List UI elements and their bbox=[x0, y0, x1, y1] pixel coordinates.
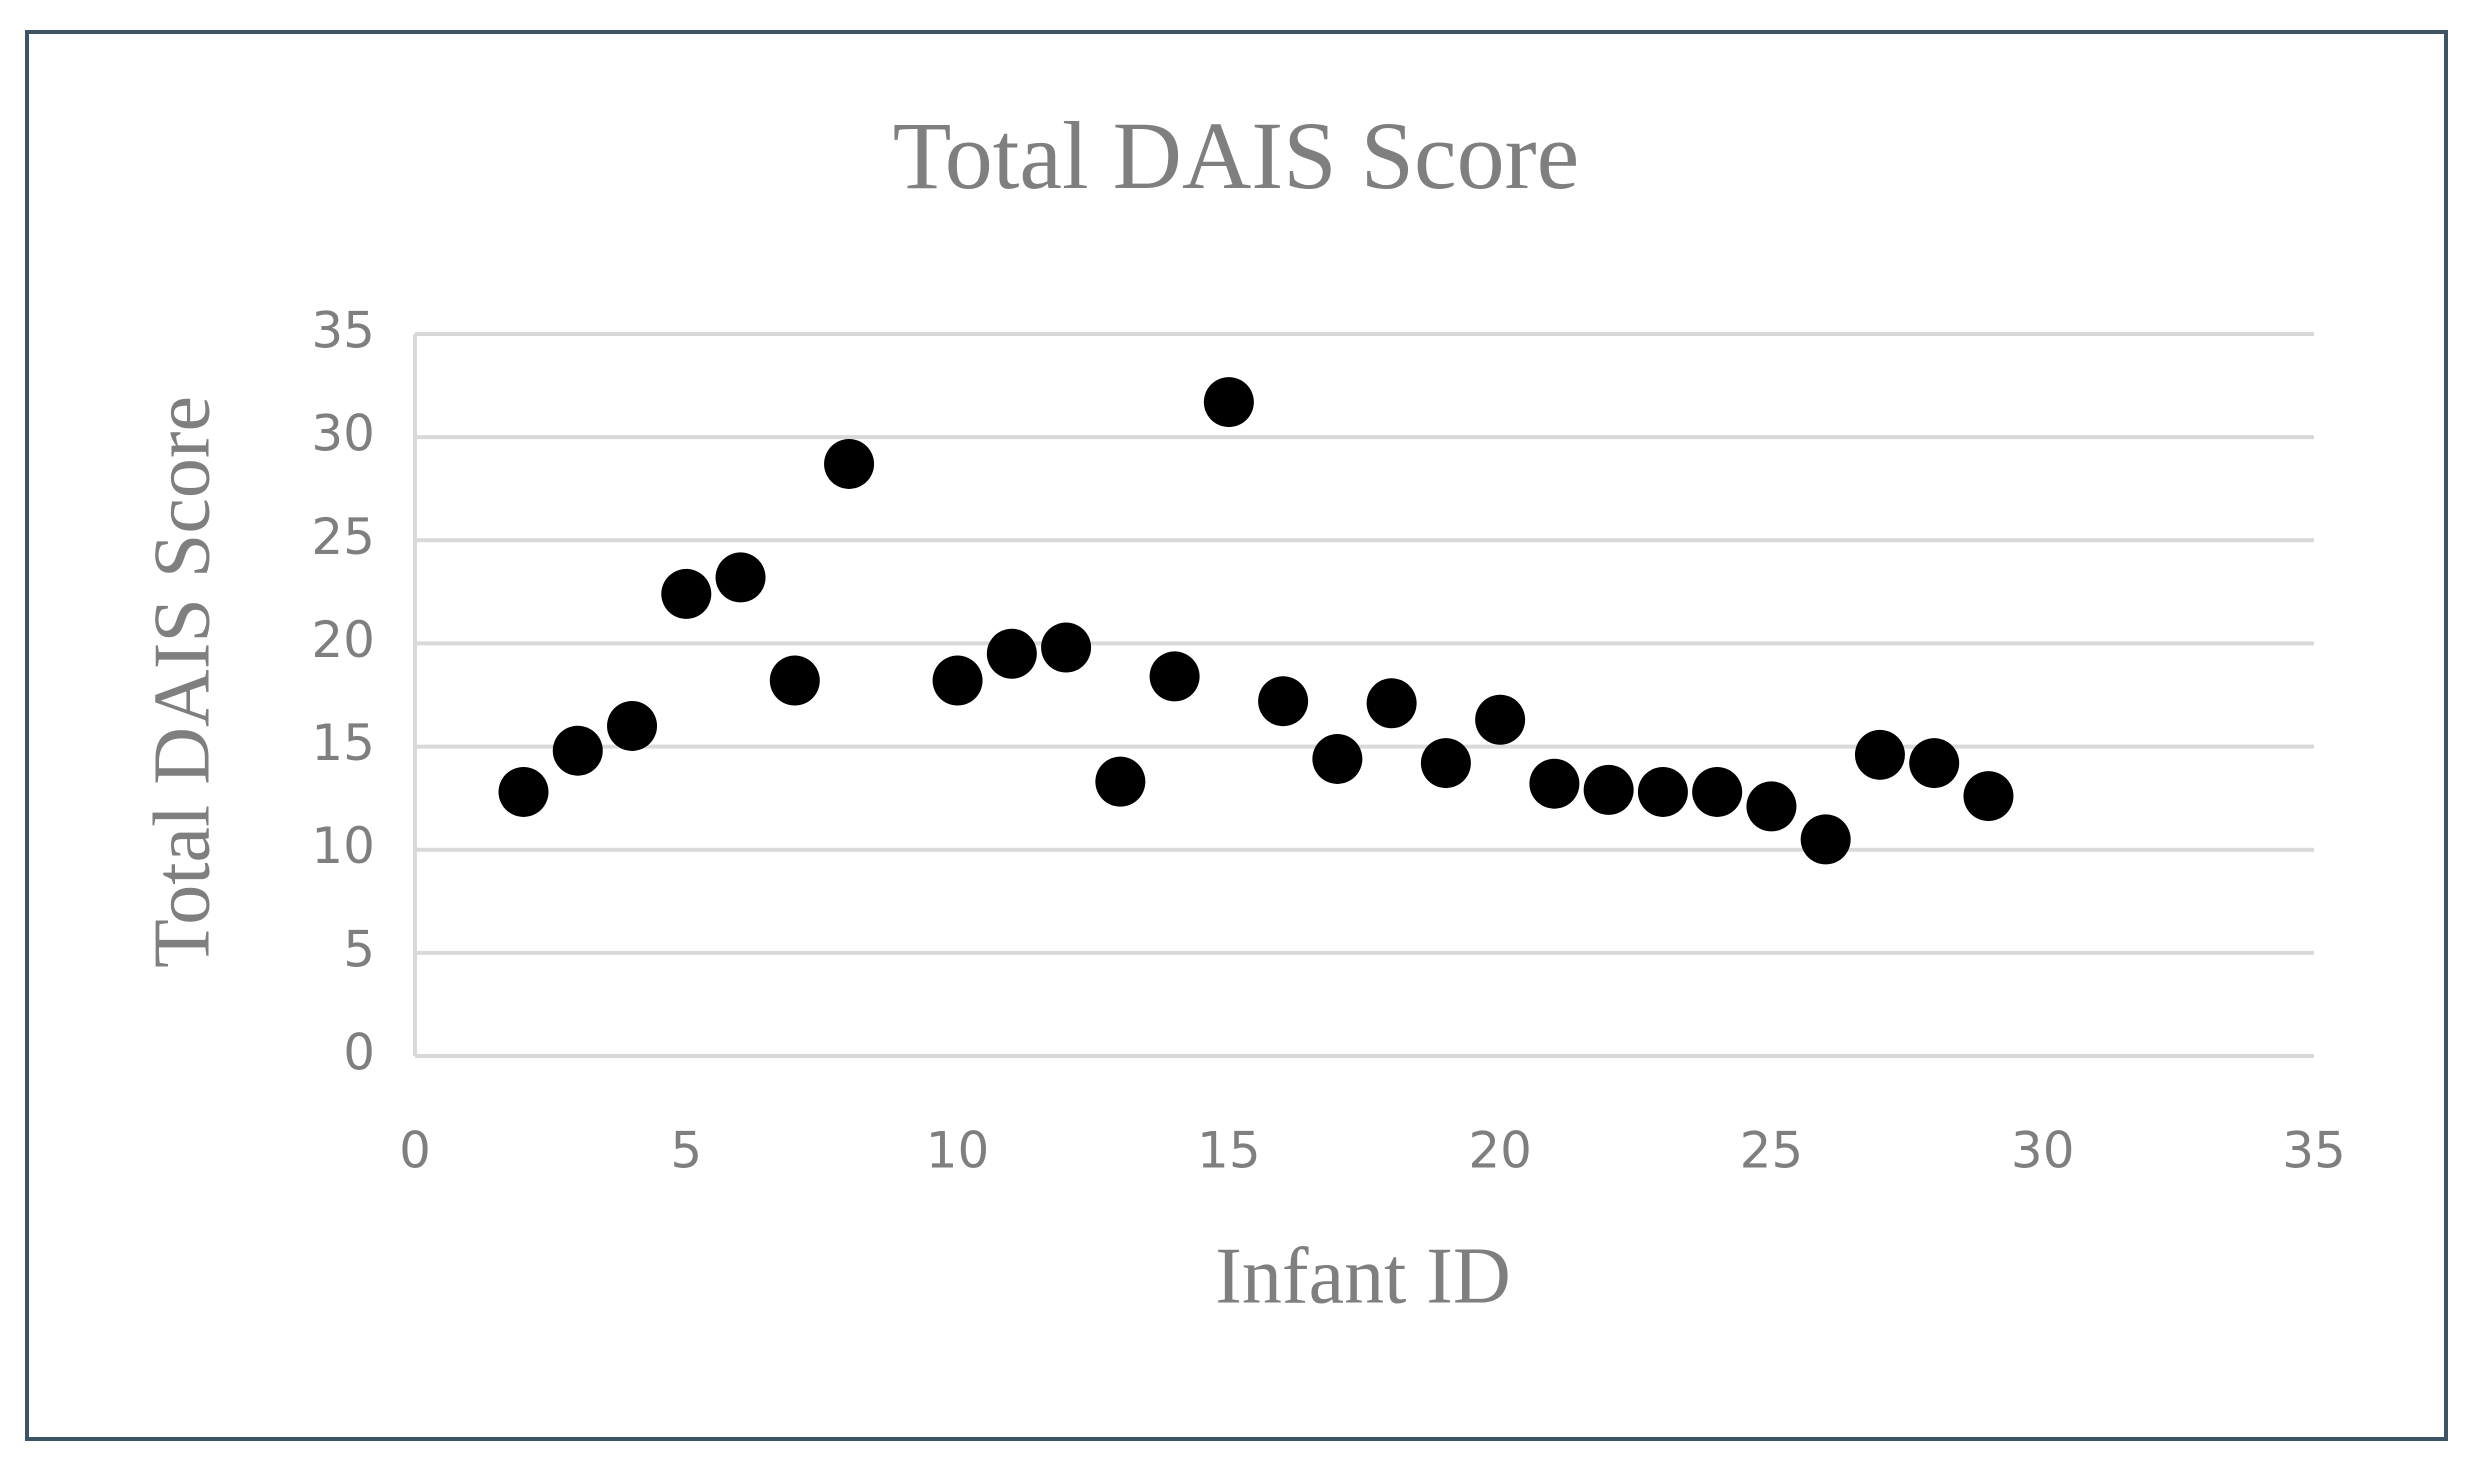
point bbox=[1637, 766, 1688, 817]
point bbox=[1909, 738, 1960, 789]
point bbox=[498, 766, 549, 817]
y-tick-label: 20 bbox=[311, 611, 375, 669]
point bbox=[1041, 622, 1092, 673]
point bbox=[715, 552, 766, 603]
y-tick-label: 10 bbox=[311, 817, 375, 875]
x-axis-label: Infant ID bbox=[1215, 1232, 1510, 1320]
point bbox=[1366, 678, 1417, 729]
point bbox=[552, 725, 603, 776]
point bbox=[1583, 764, 1634, 815]
y-tick-label: 15 bbox=[311, 714, 375, 772]
x-tick-label: 5 bbox=[670, 1122, 702, 1180]
x-tick-label: 0 bbox=[399, 1122, 431, 1180]
y-tick-label: 0 bbox=[343, 1024, 375, 1082]
y-tick-label: 35 bbox=[311, 302, 375, 360]
x-tick-label: 25 bbox=[1740, 1122, 1804, 1180]
x-tick-label: 30 bbox=[2011, 1122, 2075, 1180]
chart-border bbox=[25, 30, 2448, 1441]
x-tick-label: 20 bbox=[1468, 1122, 1532, 1180]
point bbox=[1203, 377, 1254, 428]
point bbox=[769, 655, 820, 706]
point bbox=[932, 655, 983, 706]
x-tick-label: 35 bbox=[2282, 1122, 2346, 1180]
point bbox=[1420, 738, 1471, 789]
point bbox=[607, 700, 658, 751]
point bbox=[1800, 814, 1851, 865]
point bbox=[1095, 756, 1146, 807]
point bbox=[1692, 766, 1743, 817]
point bbox=[986, 628, 1037, 679]
point bbox=[1149, 651, 1200, 702]
point bbox=[1963, 771, 2014, 822]
point bbox=[1475, 694, 1526, 745]
x-tick-label: 15 bbox=[1197, 1122, 1261, 1180]
y-tick-label: 5 bbox=[343, 920, 375, 978]
point bbox=[824, 438, 875, 489]
chart-title: Total DAIS Score bbox=[893, 102, 1579, 209]
point bbox=[1854, 729, 1905, 780]
y-axis-label: Total DAIS Score bbox=[138, 396, 226, 968]
y-tick-label: 25 bbox=[311, 508, 375, 566]
point bbox=[1529, 758, 1580, 809]
point bbox=[1258, 676, 1309, 727]
y-tick-label: 30 bbox=[311, 405, 375, 463]
x-tick-label: 10 bbox=[926, 1122, 990, 1180]
point bbox=[1746, 781, 1797, 832]
point bbox=[1312, 733, 1363, 784]
point bbox=[661, 568, 712, 619]
